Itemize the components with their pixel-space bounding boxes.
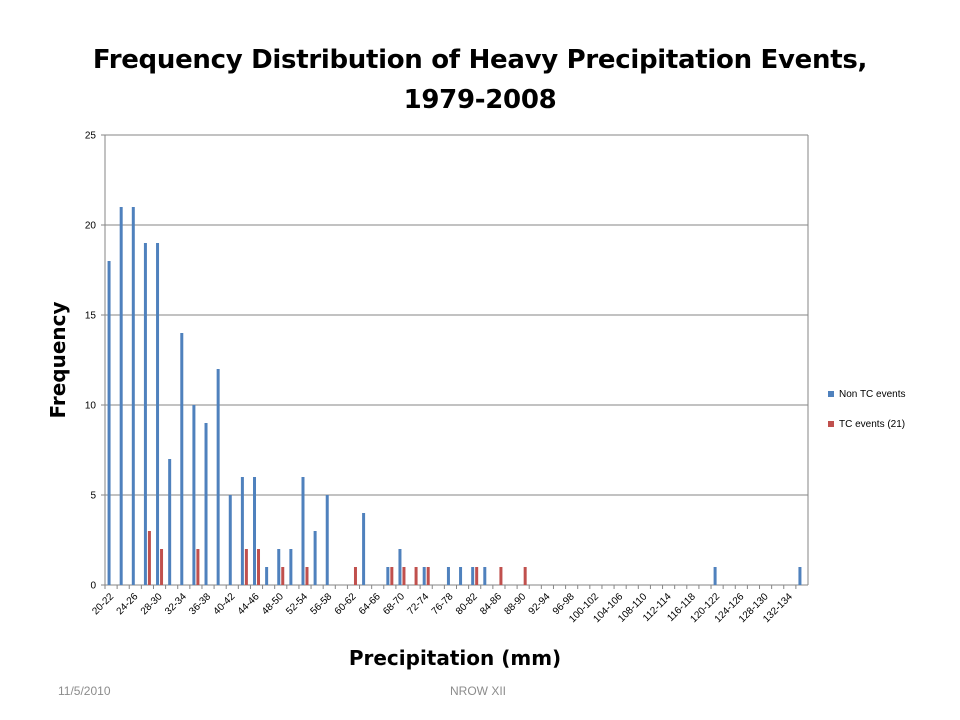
bar-non-tc bbox=[398, 549, 402, 585]
bar-tc bbox=[402, 567, 406, 585]
y-tick-label: 25 bbox=[85, 131, 97, 142]
bar-non-tc bbox=[131, 207, 135, 585]
y-axis-label: Frequency bbox=[46, 301, 70, 419]
bar-non-tc bbox=[362, 513, 366, 585]
x-tick-label: 60-62 bbox=[333, 591, 359, 617]
bar-non-tc bbox=[798, 567, 802, 585]
bar-tc bbox=[160, 549, 164, 585]
bar-non-tc bbox=[228, 495, 232, 585]
bar-tc bbox=[257, 549, 261, 585]
bar-tc bbox=[414, 567, 418, 585]
bar-non-tc bbox=[483, 567, 487, 585]
bar-tc bbox=[281, 567, 285, 585]
bar-tc bbox=[523, 567, 527, 585]
bar-non-tc bbox=[313, 531, 317, 585]
x-tick-label: 92-94 bbox=[527, 591, 553, 617]
bar-non-tc bbox=[240, 477, 244, 585]
x-tick-label: 36-38 bbox=[187, 591, 213, 617]
x-tick-label: 84-86 bbox=[478, 591, 504, 617]
x-tick-label: 28-30 bbox=[139, 591, 165, 617]
bar-non-tc bbox=[265, 567, 269, 585]
bar-non-tc bbox=[168, 459, 172, 585]
legend: Non TC events TC events (21) bbox=[828, 386, 906, 446]
footer-conference: NROW XII bbox=[450, 684, 506, 698]
legend-item-non-tc: Non TC events bbox=[828, 386, 906, 402]
bar-non-tc bbox=[386, 567, 390, 585]
bar-non-tc bbox=[713, 567, 717, 585]
bar-non-tc bbox=[422, 567, 426, 585]
legend-swatch-tc bbox=[828, 421, 834, 427]
bar-non-tc bbox=[277, 549, 281, 585]
y-tick-label: 5 bbox=[90, 491, 96, 502]
bar-tc bbox=[475, 567, 479, 585]
x-tick-label: 76-78 bbox=[430, 591, 456, 617]
legend-label-tc: TC events (21) bbox=[839, 418, 906, 430]
y-tick-label: 10 bbox=[85, 401, 97, 412]
x-tick-label: 68-70 bbox=[381, 591, 407, 617]
x-tick-label: 20-22 bbox=[90, 591, 116, 617]
bar-non-tc bbox=[119, 207, 123, 585]
x-tick-label: 32-34 bbox=[163, 591, 189, 617]
bar-non-tc bbox=[471, 567, 475, 585]
bar-tc bbox=[244, 549, 248, 585]
bar-non-tc bbox=[459, 567, 463, 585]
x-tick-label: 24-26 bbox=[115, 591, 141, 617]
bar-non-tc bbox=[204, 423, 208, 585]
legend-label-non-tc: Non TC events bbox=[839, 388, 906, 400]
x-tick-label: 44-46 bbox=[236, 591, 262, 617]
bar-non-tc bbox=[325, 495, 329, 585]
legend-swatch-non-tc bbox=[828, 391, 834, 397]
x-tick-label: 48-50 bbox=[260, 591, 286, 617]
chart-title-line2: 1979-2008 bbox=[403, 85, 557, 115]
chart-title-line1: Frequency Distribution of Heavy Precipit… bbox=[92, 45, 868, 75]
x-tick-label: 88-90 bbox=[502, 591, 528, 617]
bar-non-tc bbox=[289, 549, 293, 585]
bar-tc bbox=[305, 567, 309, 585]
bar-non-tc bbox=[156, 243, 160, 585]
bar-non-tc bbox=[107, 261, 111, 585]
bar-non-tc bbox=[216, 369, 220, 585]
x-axis-label: Precipitation (mm) bbox=[348, 646, 562, 670]
bar-tc bbox=[353, 567, 357, 585]
bar-non-tc bbox=[143, 243, 147, 585]
y-tick-label: 15 bbox=[85, 311, 97, 322]
x-tick-label: 52-54 bbox=[284, 591, 310, 617]
bar-non-tc bbox=[180, 333, 184, 585]
legend-item-tc: TC events (21) bbox=[828, 416, 906, 432]
x-tick-label: 56-58 bbox=[308, 591, 334, 617]
bar-non-tc bbox=[301, 477, 305, 585]
bar-tc bbox=[390, 567, 394, 585]
bar-non-tc bbox=[253, 477, 257, 585]
footer-date: 11/5/2010 bbox=[58, 684, 111, 698]
x-tick-label: 72-74 bbox=[405, 591, 431, 617]
bar-tc bbox=[147, 531, 151, 585]
bar-tc bbox=[499, 567, 503, 585]
x-tick-label: 40-42 bbox=[212, 591, 238, 617]
bar-non-tc bbox=[192, 405, 196, 585]
bar-tc bbox=[426, 567, 430, 585]
y-tick-label: 0 bbox=[90, 581, 96, 592]
bar-non-tc bbox=[446, 567, 450, 585]
x-tick-label: 64-66 bbox=[357, 591, 383, 617]
x-tick-label: 80-82 bbox=[454, 591, 480, 617]
bar-tc bbox=[196, 549, 200, 585]
chart-title: Frequency Distribution of Heavy Precipit… bbox=[80, 40, 880, 120]
y-tick-label: 20 bbox=[85, 221, 97, 232]
